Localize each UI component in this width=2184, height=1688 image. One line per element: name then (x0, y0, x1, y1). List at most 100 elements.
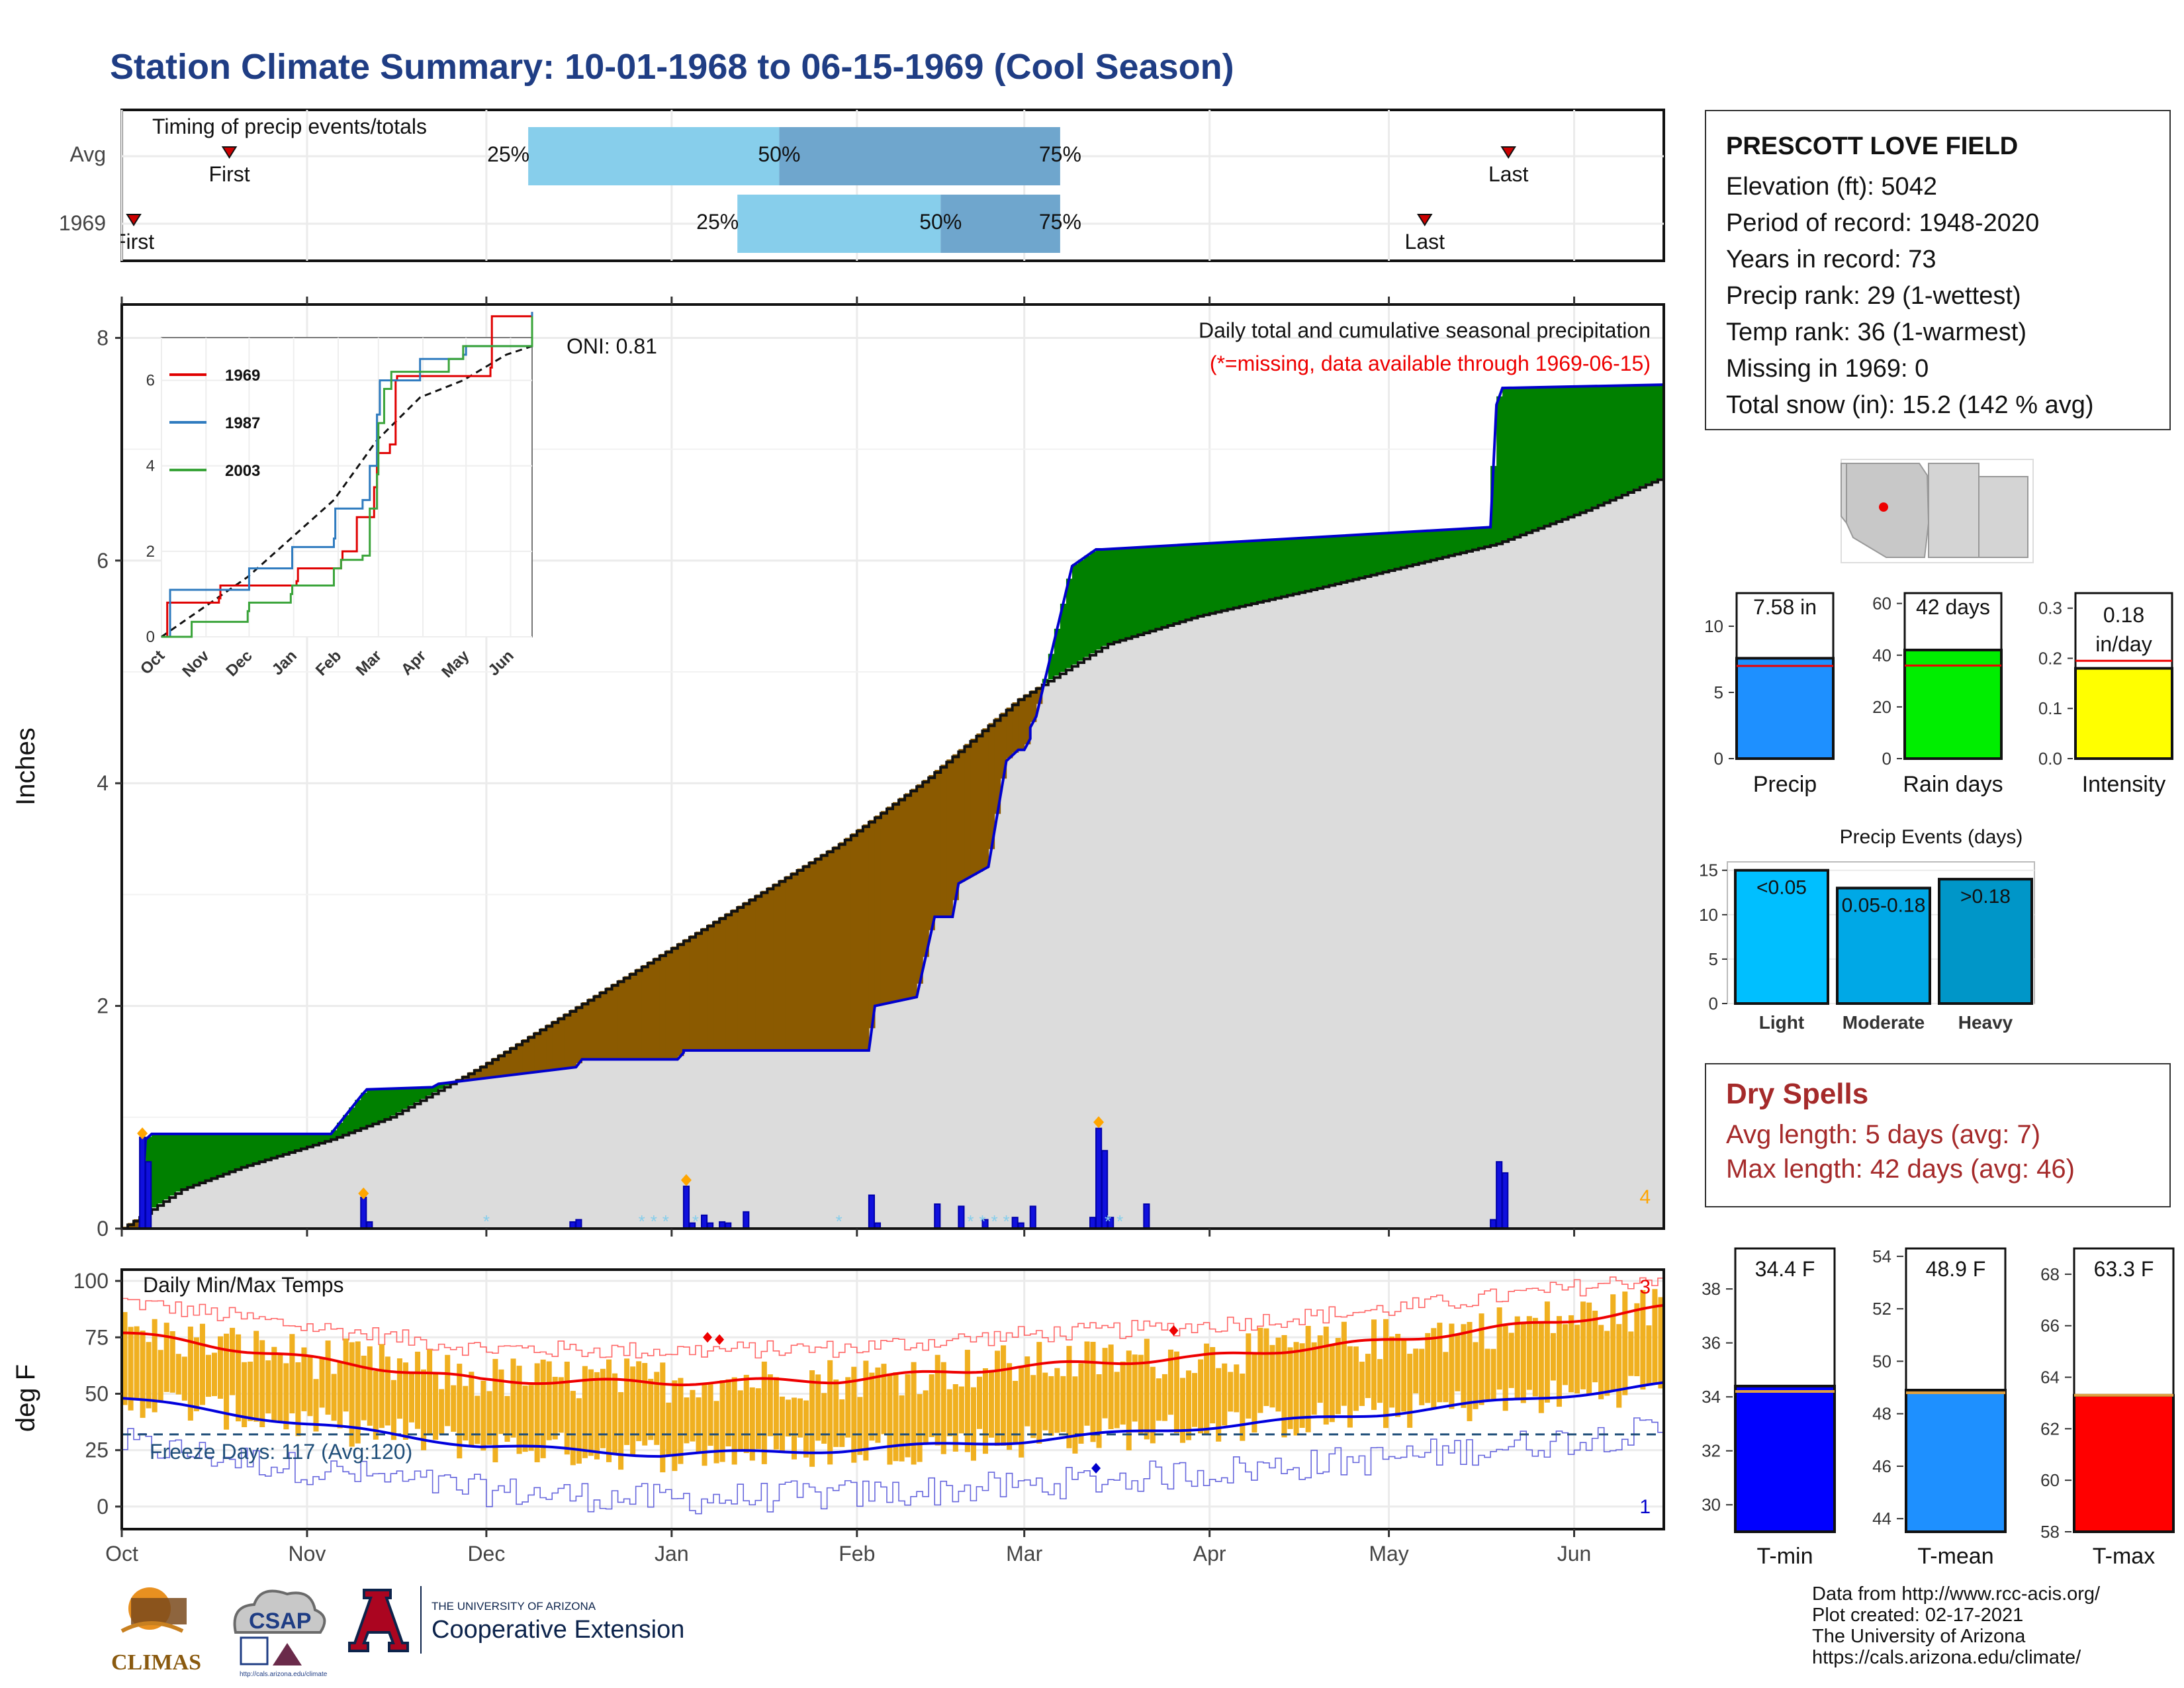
daily-temp-bar (612, 1373, 618, 1453)
summary-label: Intensity (2082, 772, 2166, 797)
daily-temp-bar (1138, 1354, 1144, 1435)
normal-cumulative-line (122, 477, 1664, 1229)
daily-temp-bar (749, 1387, 755, 1461)
daily-temp-bar (821, 1393, 827, 1444)
daily-temp-bar (1216, 1368, 1222, 1442)
daily-temp-bar (1329, 1345, 1335, 1423)
events-bar-Moderate (1836, 886, 1931, 1005)
below-normal-fill (606, 987, 613, 1060)
below-normal-fill (540, 1028, 547, 1072)
daily-temp-bar (1096, 1374, 1102, 1448)
below-normal-fill (899, 798, 905, 1000)
daily-temp-bar (1556, 1316, 1562, 1407)
events-bar-label: Heavy (1958, 1012, 2013, 1033)
daily-temp-bar (995, 1350, 1001, 1446)
daily-temp-bar (492, 1358, 498, 1463)
daily-temp-bar (122, 1312, 128, 1405)
month-label: Mar (1006, 1542, 1042, 1566)
above-normal-fill (1610, 385, 1617, 499)
avg-max-line (122, 1303, 1664, 1387)
below-normal-fill (492, 1058, 499, 1077)
month-label: Oct (105, 1542, 138, 1566)
summary-ytick-label: 0.3 (2038, 598, 2062, 618)
above-normal-fill (1120, 548, 1126, 639)
daily-temp-bar (163, 1323, 169, 1392)
daily-precip-bar (139, 1137, 146, 1229)
above-normal-fill (1436, 530, 1443, 558)
credit-date: Plot created: 02-17-2021 (1812, 1605, 2024, 1626)
daily-temp-bar (540, 1359, 546, 1458)
temp-summary-ytick-label: 54 (1872, 1246, 1891, 1266)
daily-temp-bar (690, 1389, 696, 1442)
daily-temp-bar (510, 1358, 516, 1438)
above-normal-fill (1114, 548, 1120, 641)
above-normal-fill (1203, 543, 1210, 614)
daily-temp-bar (797, 1398, 803, 1438)
daily-temp-bar (253, 1331, 259, 1422)
precip-ytick-label: 6 (97, 549, 109, 573)
below-normal-fill (929, 774, 935, 931)
above-normal-fill (1275, 539, 1282, 598)
snow-day-marker: * (692, 1211, 699, 1231)
daily-temp-bar (1389, 1336, 1395, 1408)
below-normal-fill (713, 920, 720, 1051)
above-normal-fill (306, 1134, 314, 1147)
daily-temp-bar (408, 1372, 415, 1423)
daily-precip-bar (1095, 1127, 1103, 1229)
daily-temp-bar (1013, 1381, 1019, 1444)
daily-temp-bar (1287, 1347, 1293, 1429)
below-normal-fill (797, 868, 804, 1051)
daily-temp-bar (899, 1395, 905, 1462)
snow-day-marker: * (836, 1211, 842, 1231)
record-high-marker (715, 1334, 725, 1345)
summary-bar-Intensity (2074, 667, 2173, 760)
daily-temp-bar (313, 1379, 319, 1432)
above-normal-fill (420, 1087, 428, 1100)
daily-temp-bar (1395, 1333, 1401, 1417)
above-normal-fill (1639, 385, 1647, 487)
daily-temp-bar (534, 1363, 540, 1462)
events-bar-text: <0.05 (1756, 877, 1807, 899)
daily-temp-bar (1251, 1354, 1257, 1433)
above-normal-fill (1138, 547, 1144, 634)
events-bar-text: 0.05-0.18 (1842, 895, 1926, 917)
daily-temp-bar (893, 1372, 899, 1462)
below-normal-fill (755, 894, 762, 1051)
timing-bar-25-50 (737, 195, 941, 253)
daily-temp-bar (1204, 1343, 1210, 1435)
summary-ytick-label: 5 (1714, 682, 1723, 702)
below-normal-fill (480, 1065, 487, 1079)
daily-temp-bar (1167, 1349, 1173, 1415)
daily-temp-bar (457, 1364, 463, 1459)
above-normal-fill (1167, 545, 1175, 625)
timing-bar-50-75 (779, 127, 1060, 185)
location-map (1841, 459, 2034, 563)
inset-legend-label: 2003 (225, 462, 260, 480)
above-normal-fill (265, 1134, 272, 1159)
below-normal-fill (516, 1043, 523, 1074)
above-normal-fill (1341, 536, 1347, 582)
daily-temp-bar (666, 1402, 672, 1456)
max-daily-label: 4 (1639, 1186, 1651, 1208)
above-normal-fill (408, 1088, 416, 1106)
daily-temp-bar (1198, 1359, 1204, 1434)
below-normal-fill (994, 718, 1001, 814)
snow-day-marker: * (967, 1211, 974, 1231)
below-normal-fill (552, 1021, 559, 1070)
below-normal-fill (749, 898, 756, 1051)
below-normal-fill (1006, 707, 1013, 759)
daily-temp-bar (773, 1377, 779, 1450)
timing-row-avg-label: Avg (69, 142, 106, 166)
inset-legend-label: 1969 (225, 367, 260, 385)
above-normal-fill (1460, 528, 1467, 552)
daily-temp-bar (576, 1398, 582, 1464)
temp-summary-value-label: 48.9 F (1926, 1257, 1986, 1281)
daily-temp-bar (636, 1361, 642, 1442)
daily-temp-bar (1461, 1324, 1467, 1408)
above-normal-fill (1347, 535, 1353, 581)
daily-temp-bar (1479, 1313, 1484, 1405)
daily-temp-bar (1347, 1346, 1353, 1428)
above-normal-fill (432, 1085, 439, 1092)
daily-temp-bar (1281, 1335, 1287, 1438)
